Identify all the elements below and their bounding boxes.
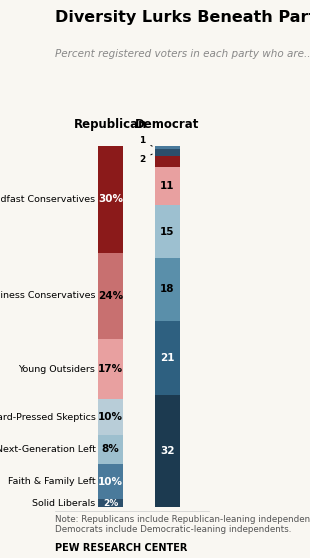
Text: Democrat: Democrat <box>135 118 200 131</box>
Text: 24%: 24% <box>98 291 123 301</box>
Text: Percent registered voters in each party who are...: Percent registered voters in each party … <box>55 49 310 59</box>
Bar <box>98 400 123 435</box>
Text: Business Conservatives: Business Conservatives <box>0 291 95 300</box>
Text: 10%: 10% <box>98 477 123 487</box>
Text: 1: 1 <box>140 136 152 146</box>
Bar <box>155 205 180 258</box>
Text: 17%: 17% <box>98 364 123 374</box>
Bar <box>98 253 123 339</box>
Bar <box>98 435 123 464</box>
Bar <box>155 321 180 395</box>
Bar <box>155 395 180 507</box>
Text: Solid Liberals: Solid Liberals <box>32 498 95 508</box>
Text: 18: 18 <box>160 285 175 295</box>
Text: Faith & Family Left: Faith & Family Left <box>8 477 95 486</box>
Bar <box>98 499 123 507</box>
Bar <box>98 339 123 400</box>
Text: 32: 32 <box>160 446 175 455</box>
Text: 8%: 8% <box>102 445 119 454</box>
Text: 21: 21 <box>160 353 175 363</box>
Text: PEW RESEARCH CENTER: PEW RESEARCH CENTER <box>55 543 188 553</box>
Bar <box>155 167 180 205</box>
Text: 2%: 2% <box>103 498 118 508</box>
Text: 10%: 10% <box>98 412 123 422</box>
Text: Diversity Lurks Beneath Party Labels: Diversity Lurks Beneath Party Labels <box>55 9 310 25</box>
Text: Note: Republicans include Republican-leaning independents;
Democrats include Dem: Note: Republicans include Republican-lea… <box>55 515 310 535</box>
Text: 11: 11 <box>160 181 175 191</box>
Bar <box>155 146 180 149</box>
Bar <box>98 464 123 499</box>
Bar <box>155 156 180 167</box>
Text: Republican: Republican <box>74 118 147 131</box>
Text: Hard-Pressed Skeptics: Hard-Pressed Skeptics <box>0 413 95 422</box>
Text: 2: 2 <box>140 154 152 164</box>
Bar <box>155 149 180 156</box>
Text: Next-Generation Left: Next-Generation Left <box>0 445 95 454</box>
Text: Young Outsiders: Young Outsiders <box>19 364 95 373</box>
Text: Steadfast Conservatives: Steadfast Conservatives <box>0 195 95 204</box>
Text: 30%: 30% <box>98 194 123 204</box>
Text: 15: 15 <box>160 227 175 237</box>
Bar <box>155 258 180 321</box>
Bar <box>98 146 123 253</box>
